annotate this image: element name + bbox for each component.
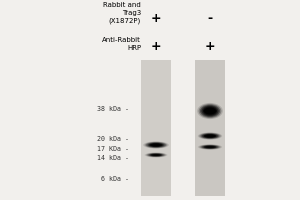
Ellipse shape	[204, 135, 216, 137]
Text: -: -	[207, 12, 213, 25]
Ellipse shape	[150, 143, 162, 147]
Ellipse shape	[143, 141, 169, 149]
Ellipse shape	[198, 132, 222, 140]
Ellipse shape	[146, 142, 166, 148]
Ellipse shape	[146, 153, 166, 157]
Ellipse shape	[148, 143, 165, 147]
Ellipse shape	[153, 144, 159, 146]
Text: Anti-Rabbit
HRP: Anti-Rabbit HRP	[102, 37, 141, 50]
Ellipse shape	[204, 108, 216, 114]
Ellipse shape	[145, 142, 167, 148]
Ellipse shape	[150, 144, 162, 146]
Text: +: +	[151, 40, 161, 53]
Ellipse shape	[150, 154, 162, 156]
Ellipse shape	[207, 109, 213, 113]
Ellipse shape	[203, 146, 217, 148]
Ellipse shape	[200, 145, 220, 149]
Ellipse shape	[207, 135, 213, 137]
Text: 38 kDa -: 38 kDa -	[97, 106, 129, 112]
Ellipse shape	[203, 107, 217, 116]
Ellipse shape	[145, 152, 167, 158]
Ellipse shape	[198, 144, 222, 150]
Ellipse shape	[199, 133, 221, 139]
Ellipse shape	[200, 105, 220, 117]
Ellipse shape	[206, 146, 214, 148]
Ellipse shape	[202, 106, 218, 116]
Ellipse shape	[151, 154, 161, 156]
Ellipse shape	[149, 143, 163, 147]
Ellipse shape	[206, 108, 214, 114]
Ellipse shape	[207, 146, 213, 148]
Ellipse shape	[199, 145, 221, 149]
Ellipse shape	[204, 146, 216, 148]
Ellipse shape	[202, 134, 218, 138]
Ellipse shape	[205, 146, 215, 148]
Ellipse shape	[208, 110, 211, 112]
Text: 20 kDa -: 20 kDa -	[97, 136, 129, 142]
Ellipse shape	[147, 153, 165, 157]
Ellipse shape	[205, 134, 215, 138]
Text: 6 kDa -: 6 kDa -	[101, 176, 129, 182]
Ellipse shape	[152, 154, 160, 156]
Ellipse shape	[197, 103, 223, 119]
Text: 17 KDa -: 17 KDa -	[97, 146, 129, 152]
Text: 14 kDa -: 14 kDa -	[97, 155, 129, 161]
Ellipse shape	[148, 153, 164, 157]
Ellipse shape	[152, 144, 160, 146]
Ellipse shape	[203, 134, 217, 138]
Ellipse shape	[206, 135, 214, 137]
Ellipse shape	[202, 145, 218, 149]
Ellipse shape	[200, 133, 220, 139]
Bar	[141, 60, 171, 196]
Text: +: +	[205, 40, 215, 53]
Ellipse shape	[199, 104, 221, 118]
Text: +: +	[151, 12, 161, 25]
Ellipse shape	[153, 154, 159, 156]
Ellipse shape	[204, 107, 216, 115]
Text: Rabbit and
Trag3
(X1872P): Rabbit and Trag3 (X1872P)	[103, 2, 141, 23]
Bar	[195, 60, 225, 196]
Ellipse shape	[150, 154, 162, 156]
